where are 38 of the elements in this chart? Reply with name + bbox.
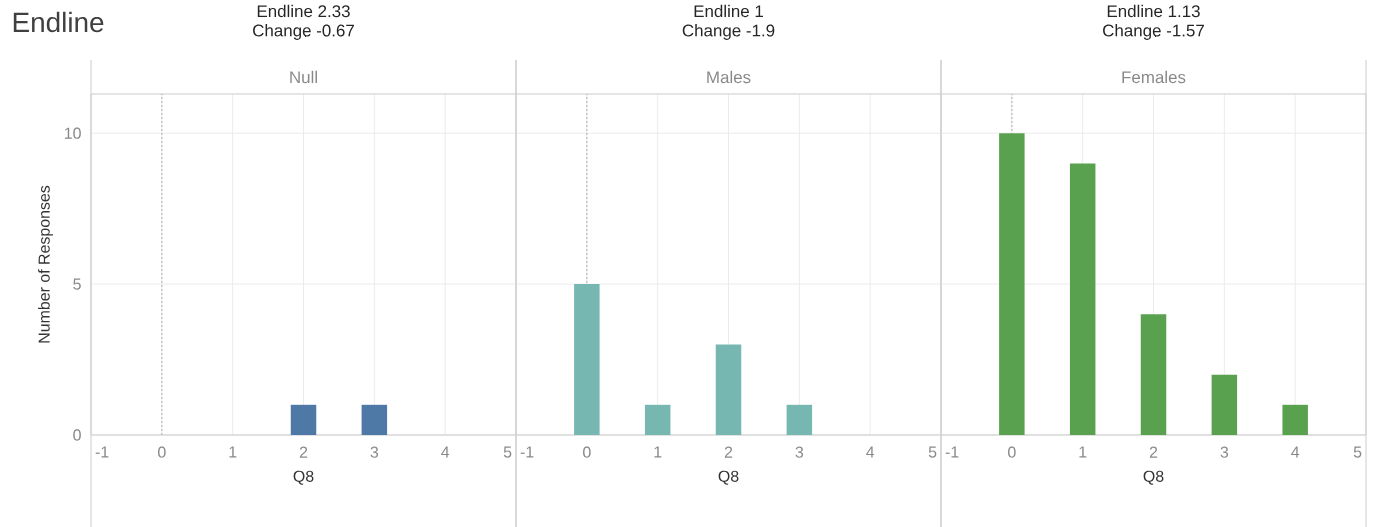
chart-subtitle: Females <box>1122 70 1186 84</box>
y-tick-label: 0 <box>73 429 81 441</box>
x-tick-label: 3 <box>795 446 804 458</box>
x-tick-label: 3 <box>370 446 379 458</box>
chart-title: Endline <box>13 11 104 33</box>
x-tick-label: 1 <box>1079 446 1087 458</box>
x-tick-label: -1 <box>520 446 534 458</box>
x-tick-label: 5 <box>1353 446 1362 458</box>
x-tick-label: 1 <box>229 446 237 458</box>
y-axis-title: Number of Responses <box>38 185 53 343</box>
x-tick-label: 5 <box>928 446 937 458</box>
y-tick-label: 10 <box>64 127 81 139</box>
x-axis-title: Q8 <box>293 470 314 485</box>
x-axis-title: Q8 <box>718 470 739 485</box>
text: Change -0.67 <box>253 24 354 40</box>
y-tick-label: 5 <box>73 278 81 290</box>
x-tick-label: 4 <box>1291 446 1300 458</box>
x-tick-label: 2 <box>724 446 733 458</box>
x-tick-label: 0 <box>1008 446 1016 458</box>
text: Endline 1 <box>694 4 763 18</box>
x-tick-label: 3 <box>1220 446 1229 458</box>
x-tick-label: -1 <box>95 446 109 458</box>
x-tick-label: 5 <box>503 446 512 458</box>
x-axis-title: Q8 <box>1143 470 1164 485</box>
x-tick-label: 1 <box>654 446 662 458</box>
text: Change -1.57 <box>1103 24 1204 40</box>
x-tick-label: 4 <box>441 446 450 458</box>
text: Endline 2.33 <box>257 4 350 18</box>
chart-subtitle: Null <box>290 70 317 84</box>
x-tick-label: 4 <box>866 446 875 458</box>
text: Endline 1.13 <box>1107 4 1200 18</box>
x-tick-label: 0 <box>583 446 591 458</box>
text: Change -1.9 <box>682 24 775 40</box>
chart-subtitle: Males <box>707 70 751 84</box>
x-tick-label: 0 <box>158 446 166 458</box>
x-tick-label: 2 <box>299 446 308 458</box>
x-tick-label: 2 <box>1149 446 1158 458</box>
x-tick-label: -1 <box>945 446 959 458</box>
